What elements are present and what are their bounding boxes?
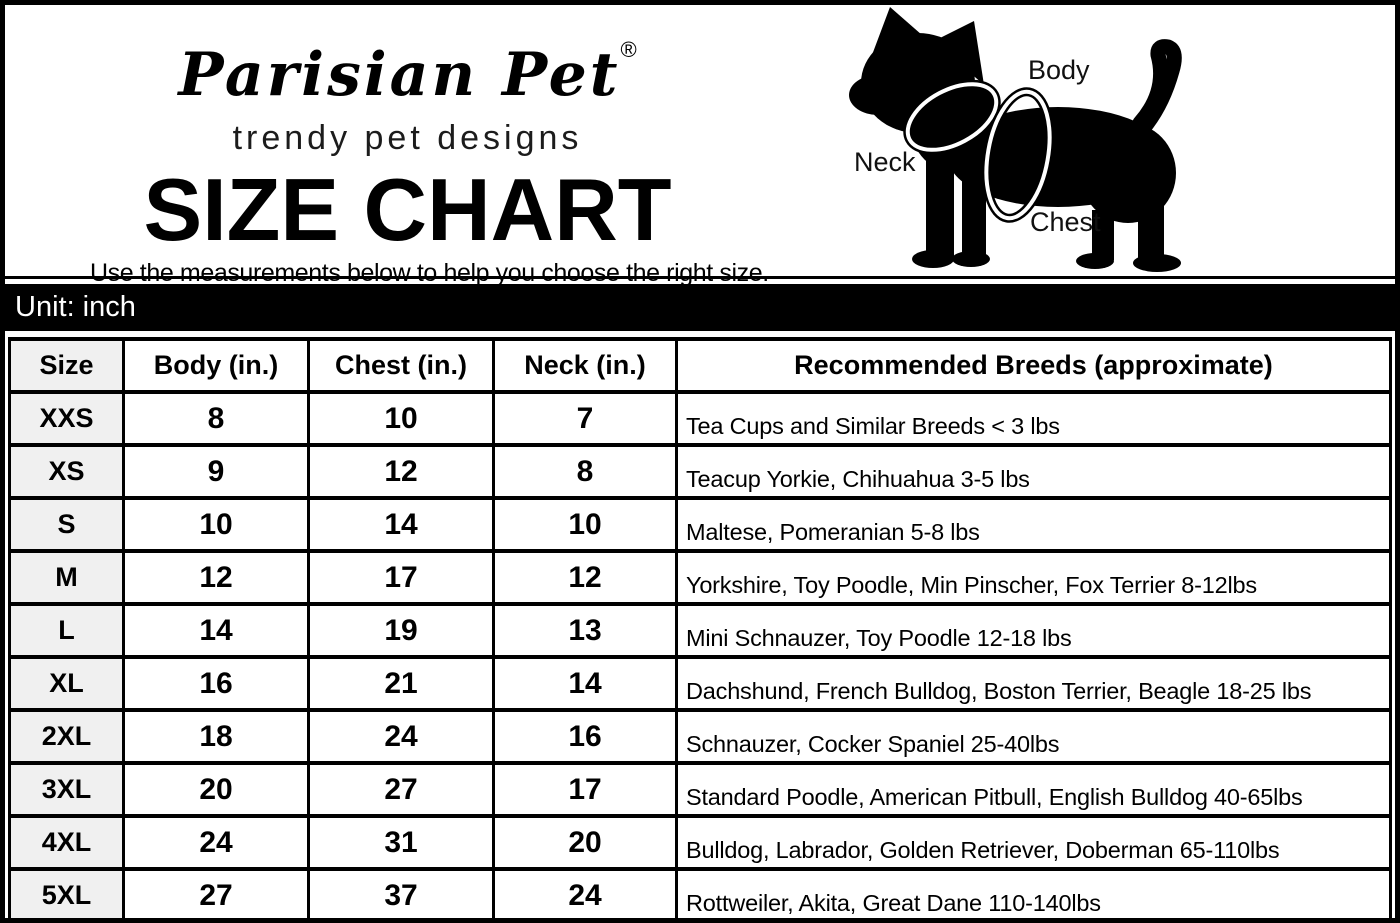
size-table-head: Size Body (in.) Chest (in.) Neck (in.) R… <box>8 337 1392 394</box>
size-cell: L <box>8 602 125 659</box>
table-row: XL 16 21 14 Dachshund, French Bulldog, B… <box>8 655 1392 712</box>
chest-cell: 17 <box>307 549 495 606</box>
size-cell: 3XL <box>8 761 125 818</box>
table-row: L 14 19 13 Mini Schnauzer, Toy Poodle 12… <box>8 602 1392 659</box>
breeds-cell: Schnauzer, Cocker Spaniel 25-40lbs <box>675 708 1392 765</box>
column-header-neck: Neck (in.) <box>492 337 678 394</box>
chest-cell: 10 <box>307 390 495 447</box>
neck-ring <box>903 79 1001 155</box>
size-cell: XXS <box>8 390 125 447</box>
chest-cell: 27 <box>307 761 495 818</box>
size-cell: XL <box>8 655 125 712</box>
body-cell: 24 <box>122 814 310 871</box>
breeds-cell: Teacup Yorkie, Chihuahua 3-5 lbs <box>675 443 1392 500</box>
breeds-cell: Dachshund, French Bulldog, Boston Terrie… <box>675 655 1392 712</box>
breeds-cell: Tea Cups and Similar Breeds < 3 lbs <box>675 390 1392 447</box>
column-header-size: Size <box>8 337 125 394</box>
body-cell: 14 <box>122 602 310 659</box>
column-header-body: Body (in.) <box>122 337 310 394</box>
breeds-cell: Standard Poodle, American Pitbull, Engli… <box>675 761 1392 818</box>
body-cell: 20 <box>122 761 310 818</box>
size-table-body: XXS 8 10 7 Tea Cups and Similar Breeds <… <box>8 390 1392 918</box>
size-cell: 4XL <box>8 814 125 871</box>
size-cell: M <box>8 549 125 606</box>
column-header-breeds: Recommended Breeds (approximate) <box>675 337 1392 394</box>
neck-cell: 7 <box>492 390 678 447</box>
table-row: XS 9 12 8 Teacup Yorkie, Chihuahua 3-5 l… <box>8 443 1392 500</box>
table-row: 5XL 27 37 24 Rottweiler, Akita, Great Da… <box>8 867 1392 918</box>
brand-name: Parisian Pet <box>178 40 621 110</box>
body-cell: 12 <box>122 549 310 606</box>
neck-cell: 17 <box>492 761 678 818</box>
breeds-cell: Bulldog, Labrador, Golden Retriever, Dob… <box>675 814 1392 871</box>
body-measure-label: Body <box>1028 55 1090 85</box>
breeds-cell: Rottweiler, Akita, Great Dane 110-140lbs <box>675 867 1392 918</box>
brand-logo: Parisian Pet® <box>90 7 725 118</box>
neck-cell: 12 <box>492 549 678 606</box>
chest-cell: 19 <box>307 602 495 659</box>
chest-ring <box>981 87 1055 223</box>
breeds-cell: Maltese, Pomeranian 5-8 lbs <box>675 496 1392 553</box>
table-row: M 12 17 12 Yorkshire, Toy Poodle, Min Pi… <box>8 549 1392 606</box>
table-row: 3XL 20 27 17 Standard Poodle, American P… <box>8 761 1392 818</box>
body-cell: 16 <box>122 655 310 712</box>
body-cell: 10 <box>122 496 310 553</box>
page-subtitle: Use the measurements below to help you c… <box>90 259 769 287</box>
body-cell: 8 <box>122 390 310 447</box>
header-divider <box>5 276 1395 279</box>
table-row: XXS 8 10 7 Tea Cups and Similar Breeds <… <box>8 390 1392 447</box>
table-row: 2XL 18 24 16 Schnauzer, Cocker Spaniel 2… <box>8 708 1392 765</box>
neck-cell: 8 <box>492 443 678 500</box>
body-cell: 18 <box>122 708 310 765</box>
size-cell: 2XL <box>8 708 125 765</box>
neck-cell: 14 <box>492 655 678 712</box>
table-row: 4XL 24 31 20 Bulldog, Labrador, Golden R… <box>8 814 1392 871</box>
neck-measure-label: Neck <box>854 147 916 177</box>
header-row: Size Body (in.) Chest (in.) Neck (in.) R… <box>8 337 1392 394</box>
neck-cell: 20 <box>492 814 678 871</box>
chest-cell: 31 <box>307 814 495 871</box>
size-cell: 5XL <box>8 867 125 918</box>
unit-bar: Unit: inch <box>5 284 1395 331</box>
body-cell: 27 <box>122 867 310 918</box>
dog-measurement-diagram: Body Neck Chest <box>840 5 1235 279</box>
table-row: S 10 14 10 Maltese, Pomeranian 5-8 lbs <box>8 496 1392 553</box>
chihuahua-silhouette-icon <box>849 7 1182 272</box>
neck-cell: 13 <box>492 602 678 659</box>
neck-cell: 16 <box>492 708 678 765</box>
chest-cell: 37 <box>307 867 495 918</box>
chest-measure-label: Chest <box>1030 207 1101 237</box>
registered-trademark-icon: ® <box>620 37 637 62</box>
chest-cell: 24 <box>307 708 495 765</box>
column-header-chest: Chest (in.) <box>307 337 495 394</box>
chest-cell: 12 <box>307 443 495 500</box>
size-table: Size Body (in.) Chest (in.) Neck (in.) R… <box>8 337 1392 918</box>
neck-cell: 10 <box>492 496 678 553</box>
page-title: SIZE CHART <box>143 160 672 259</box>
size-cell: XS <box>8 443 125 500</box>
chest-cell: 21 <box>307 655 495 712</box>
size-cell: S <box>8 496 125 553</box>
brand-tagline: trendy pet designs <box>232 119 583 157</box>
breeds-cell: Mini Schnauzer, Toy Poodle 12-18 lbs <box>675 602 1392 659</box>
chest-cell: 14 <box>307 496 495 553</box>
neck-cell: 24 <box>492 867 678 918</box>
body-cell: 9 <box>122 443 310 500</box>
header-block: Parisian Pet® trendy pet designs SIZE CH… <box>90 7 769 288</box>
breeds-cell: Yorkshire, Toy Poodle, Min Pinscher, Fox… <box>675 549 1392 606</box>
